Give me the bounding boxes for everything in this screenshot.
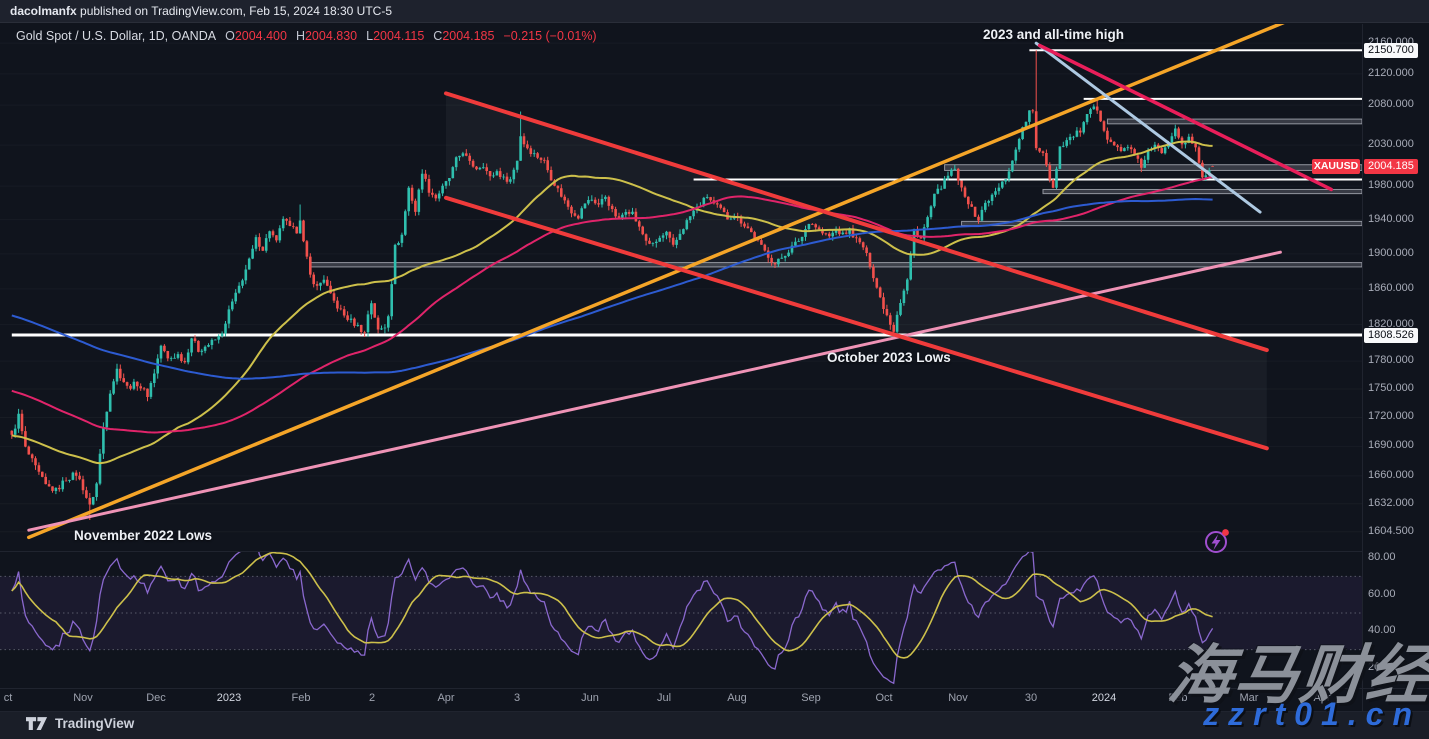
price-tick: 1780.000 [1368, 354, 1414, 367]
rsi-ma-line [11, 552, 1213, 659]
annotation-november-2022-lows: November 2022 Lows [74, 528, 213, 543]
time-label-2024: 2024 [1091, 692, 1117, 704]
ohlc-values: O2004.400 H2004.830 L2004.115 C2004.185 [216, 29, 494, 43]
lightning-bolt-icon [1211, 534, 1221, 550]
resistance-crimson [1037, 43, 1334, 192]
price-flag-1808.526: 1808.526 [1364, 327, 1418, 343]
price-tick: 2080.000 [1368, 98, 1414, 111]
time-label-Nov: Nov [948, 692, 968, 704]
time-label-Nov: Nov [73, 692, 93, 704]
price-tick: 1750.000 [1368, 382, 1414, 395]
rsi-line [11, 552, 1214, 685]
symbol-price-flag: XAUUSD [1312, 158, 1360, 174]
price-tick: 2120.000 [1368, 66, 1414, 79]
ohlc-key: L [366, 29, 374, 43]
time-label-ct: ct [3, 692, 13, 704]
time-label-Apr: Apr [1313, 692, 1331, 704]
time-label-Mar: Mar [1239, 692, 1259, 704]
price-tick: 1980.000 [1368, 179, 1414, 192]
time-label-Feb: Feb [291, 692, 311, 704]
publisher-username: dacolmanfx [10, 4, 77, 18]
time-label-Apr: Apr [437, 692, 455, 704]
time-label-3: 3 [513, 692, 521, 704]
price-tick: 1900.000 [1368, 246, 1414, 259]
price-tick: 1940.000 [1368, 212, 1414, 225]
ohlc-key: O [225, 29, 235, 43]
time-label-Dec: Dec [146, 692, 166, 704]
rsi-tick: 20.00 [1368, 660, 1396, 673]
ohlc-value: 2004.830 [304, 29, 358, 43]
channel-bottom-red [443, 195, 1269, 451]
price-tick: 1632.000 [1368, 496, 1414, 509]
publish-info-bar: dacolmanfx published on TradingView.com,… [0, 0, 1429, 23]
rsi-tick: 80.00 [1368, 551, 1396, 563]
time-label-30: 30 [1024, 692, 1038, 704]
footer-strip [0, 711, 1429, 739]
watermark-url: zzrt01.cn [1203, 696, 1421, 732]
time-label-Feb: Feb [1168, 692, 1188, 704]
pane-separator[interactable] [0, 551, 1362, 552]
time-label-Jun: Jun [581, 692, 599, 704]
rsi-tick: 60.00 [1368, 587, 1396, 600]
tradingview-logo-icon [26, 716, 48, 730]
ohlc-value: 2004.185 [442, 29, 495, 43]
support-orange [27, 24, 1285, 540]
publish-info-text: published on TradingView.com, Feb 15, 20… [76, 4, 392, 18]
flash-circle [1205, 531, 1227, 553]
time-label-2023: 2023 [216, 692, 242, 704]
tradingview-brand-link[interactable]: TradingView [26, 716, 134, 731]
price-tick: 1720.000 [1368, 410, 1414, 423]
support-pink [27, 250, 1282, 532]
ohlc-value: 2004.400 [234, 29, 287, 43]
time-label-Oct: Oct [875, 692, 893, 704]
price-tick: 1690.000 [1368, 439, 1414, 452]
ohlc-key: C [433, 29, 443, 43]
ohlc-key: H [295, 29, 305, 43]
ma-sma200 [11, 198, 1213, 380]
rsi-tick: 40.00 [1368, 624, 1396, 637]
price-flag-2150.700: 2150.700 [1364, 42, 1418, 58]
change-value: −0.215 (−0.01%) [503, 29, 597, 43]
time-axis-separator [0, 688, 1429, 689]
channel-top-red [443, 91, 1269, 353]
time-label-Sep: Sep [801, 692, 821, 704]
symbol-legend[interactable]: Gold Spot / U.S. Dollar, 1D, OANDA O2004.… [16, 29, 597, 43]
price-tick: 1820.000 [1368, 317, 1414, 330]
annotation-all-time-high: 2023 and all-time high [983, 27, 1125, 42]
price-tick: 1660.000 [1368, 468, 1414, 481]
ma-sma100 [11, 175, 1213, 434]
price-flag-2004.185: 2004.185 [1364, 158, 1418, 174]
ideas-flash-icon[interactable] [1203, 527, 1231, 555]
price-axis-separator [1362, 24, 1363, 711]
time-label-2: 2 [368, 692, 376, 704]
resistance-lightblue [1034, 41, 1262, 214]
time-label-Jul: Jul [656, 692, 672, 704]
price-tick: 1604.500 [1368, 524, 1414, 537]
notification-dot [1222, 529, 1229, 536]
tradingview-brand-label: TradingView [55, 716, 135, 731]
price-tick: 1860.000 [1368, 281, 1414, 294]
ohlc-value: 2004.115 [373, 29, 425, 43]
time-label-Aug: Aug [727, 692, 747, 704]
symbol-title: Gold Spot / U.S. Dollar, 1D, OANDA [16, 29, 217, 43]
annotation-october-2023-lows: October 2023 Lows [827, 350, 951, 365]
price-tick: 2030.000 [1368, 138, 1414, 151]
